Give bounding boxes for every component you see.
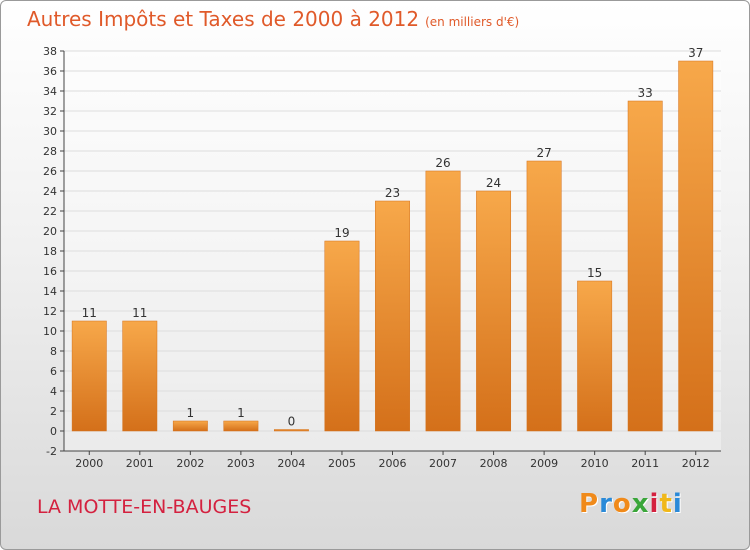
- y-tick-label: 24: [43, 185, 57, 198]
- y-tick-label: 26: [43, 165, 57, 178]
- y-tick-label: 8: [50, 345, 57, 358]
- x-tick-label: 2004: [277, 457, 305, 470]
- y-tick-label: 6: [50, 365, 57, 378]
- data-label: 11: [132, 306, 147, 320]
- chart-title: Autres Impôts et Taxes de 2000 à 2012 (en…: [27, 7, 519, 31]
- x-tick-label: 2006: [379, 457, 407, 470]
- chart-unit: (en milliers d'€): [425, 15, 520, 29]
- x-tick-label: 2000: [75, 457, 103, 470]
- y-tick-label: 16: [43, 265, 57, 278]
- data-label: 23: [385, 186, 400, 200]
- y-tick-label: 0: [50, 425, 57, 438]
- y-tick-label: 28: [43, 145, 57, 158]
- y-tick-label: 34: [43, 85, 57, 98]
- x-tick-label: 2011: [631, 457, 659, 470]
- x-tick-label: 2005: [328, 457, 356, 470]
- x-tick-label: 2009: [530, 457, 558, 470]
- y-tick-label: 30: [43, 125, 57, 138]
- bar: [122, 320, 158, 432]
- y-tick-label: 36: [43, 65, 57, 78]
- proxiti-logo: Proxiti: [579, 489, 683, 519]
- data-label: 24: [486, 176, 501, 190]
- bar: [324, 240, 360, 432]
- x-tick-label: 2010: [581, 457, 609, 470]
- logo-letter: x: [631, 489, 650, 519]
- logo-letter: i: [649, 489, 660, 519]
- y-tick-label: 38: [43, 45, 57, 58]
- x-tick-label: 2007: [429, 457, 457, 470]
- bar: [71, 320, 107, 432]
- bar: [678, 60, 714, 432]
- logo-letter: r: [599, 489, 613, 519]
- y-tick-label: 32: [43, 105, 57, 118]
- data-label: 11: [82, 306, 97, 320]
- bar: [375, 200, 410, 432]
- data-label: 37: [688, 46, 703, 60]
- bar: [577, 280, 613, 432]
- y-tick-label: 14: [43, 285, 57, 298]
- y-tick-label: 18: [43, 245, 57, 258]
- location-name: LA MOTTE-EN-BAUGES: [37, 496, 252, 518]
- data-label: 15: [587, 266, 602, 280]
- logo-letter: t: [659, 489, 673, 519]
- y-tick-label: 2: [50, 405, 57, 418]
- bar: [273, 429, 309, 432]
- bar: [476, 190, 512, 432]
- data-label: 0: [288, 415, 296, 429]
- y-tick-label: 10: [43, 325, 57, 338]
- x-tick-label: 2001: [126, 457, 154, 470]
- data-label: 1: [187, 406, 195, 420]
- y-tick-label: 20: [43, 225, 57, 238]
- y-tick-label: 4: [50, 385, 57, 398]
- chart-title-text: Autres Impôts et Taxes de 2000 à 2012: [27, 7, 420, 31]
- bar: [425, 170, 461, 432]
- logo-letter: o: [612, 489, 632, 519]
- x-tick-label: 2008: [480, 457, 508, 470]
- x-tick-label: 2003: [227, 457, 255, 470]
- y-tick-label: -2: [46, 445, 57, 458]
- logo-letter: i: [672, 489, 683, 519]
- x-tick-label: 2012: [682, 457, 710, 470]
- logo-letter: P: [579, 489, 600, 519]
- y-tick-label: 22: [43, 205, 57, 218]
- x-tick-label: 2002: [176, 457, 204, 470]
- bar: [627, 100, 663, 432]
- data-label: 33: [638, 86, 653, 100]
- data-label: 27: [536, 146, 551, 160]
- data-label: 19: [334, 226, 349, 240]
- data-label: 26: [435, 156, 450, 170]
- bar: [526, 160, 562, 432]
- y-tick-label: 12: [43, 305, 57, 318]
- data-label: 1: [237, 406, 245, 420]
- bar: [223, 420, 259, 432]
- bar: [172, 420, 208, 432]
